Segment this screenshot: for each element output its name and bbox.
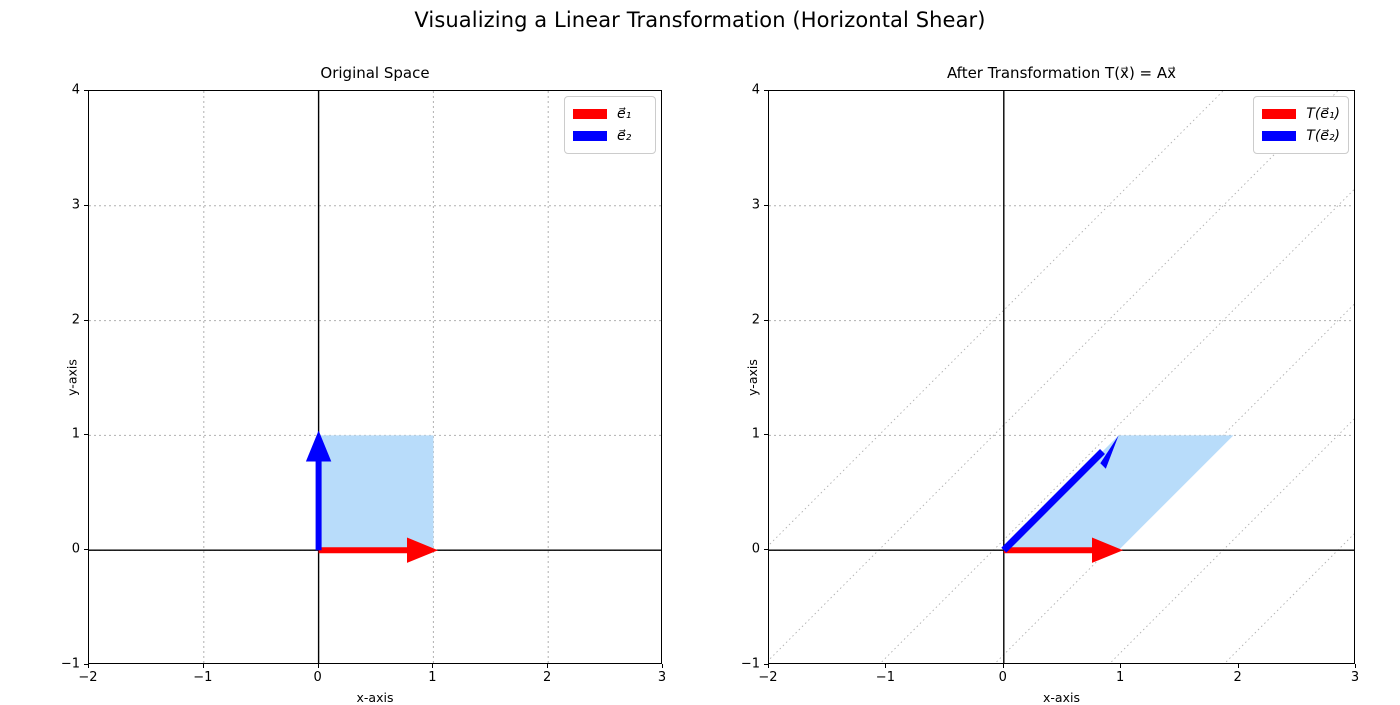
ytickmark	[764, 204, 768, 206]
xtickmark	[1002, 664, 1004, 668]
xtickmark	[885, 664, 887, 668]
ytick-label: 3	[71, 197, 80, 213]
ytickmark	[764, 549, 768, 551]
vector-e2	[305, 430, 332, 551]
xtickmark	[662, 664, 663, 668]
ytickmark	[764, 434, 768, 436]
xlabel-original: x-axis	[356, 690, 394, 705]
xtickmark	[317, 664, 319, 668]
ylabel-transformed: y-axis	[744, 359, 760, 396]
xtick-label: 2	[543, 670, 552, 685]
legend-original[interactable]: e⃗₁ e⃗₂	[564, 96, 656, 154]
xtickmark	[88, 664, 89, 668]
plot-area-original	[88, 90, 662, 664]
vector-T-e2	[1001, 435, 1119, 553]
xtick-label: −1	[193, 670, 213, 685]
xtickmark	[1355, 664, 1356, 668]
xtickmark	[547, 664, 549, 668]
xtick-label: 2	[1233, 670, 1242, 685]
legend-swatch-T-e2-icon	[1262, 131, 1297, 141]
ytickmark	[764, 90, 768, 91]
ytick-label: −1	[740, 656, 760, 672]
xtick-label: 3	[1350, 670, 1360, 685]
vector-T-e1	[1003, 537, 1123, 563]
origin-axes-transformed	[769, 91, 1354, 663]
legend-swatch-T-e1-icon	[1262, 109, 1297, 119]
panel-original-space: Original Space	[61, 64, 666, 705]
legend-item-e2[interactable]: e⃗₂	[573, 125, 647, 147]
legend-item-e1[interactable]: e⃗₁	[573, 103, 647, 125]
panel-transformed-space: After Transformation T(x⃗) = Ax⃗	[741, 64, 1359, 705]
transformed-parallelogram-fill	[1003, 435, 1234, 551]
vector-e1	[318, 537, 438, 563]
ylabel-original: y-axis	[64, 359, 80, 396]
ytick-label: 1	[71, 426, 80, 442]
ytickmark	[84, 664, 88, 665]
gridlines-sheared-transformed	[769, 91, 1354, 663]
ytickmark	[764, 319, 768, 321]
ytick-label: 4	[71, 82, 80, 98]
xtickmark	[432, 664, 434, 668]
unit-square-fill	[318, 435, 434, 551]
xlabel-transformed: x-axis	[1043, 690, 1080, 705]
legend-label-T-e2: T(e⃗₂)	[1306, 128, 1340, 144]
xtickmark	[202, 664, 204, 668]
xtickmark	[768, 664, 769, 668]
xtick-label: 1	[428, 670, 437, 685]
legend-item-T-e1[interactable]: T(e⃗₁)	[1262, 103, 1340, 125]
legend-label-e2: e⃗₂	[617, 128, 632, 144]
ytick-label: 3	[751, 197, 760, 213]
figure-suptitle: Visualizing a Linear Transformation (Hor…	[414, 8, 986, 32]
ytick-label: 2	[751, 312, 760, 328]
legend-label-T-e1: T(e⃗₁)	[1306, 106, 1340, 122]
legend-swatch-e2-icon	[573, 131, 607, 141]
ytickmark	[84, 549, 88, 551]
plot-area-transformed	[768, 90, 1355, 664]
plot-svg-transformed	[769, 91, 1354, 663]
xtick-label: 0	[998, 670, 1007, 685]
ytick-label: 4	[751, 82, 760, 98]
ytick-label: 1	[751, 426, 760, 442]
ytickmark	[84, 204, 88, 206]
xtick-label: 0	[313, 670, 322, 685]
xtick-label: −2	[78, 670, 98, 685]
ytickmark	[84, 90, 88, 91]
panel-title-transformed: After Transformation T(x⃗) = Ax⃗	[946, 64, 1177, 82]
panel-title-original: Original Space	[320, 64, 430, 82]
legend-transformed[interactable]: T(e⃗₁) T(e⃗₂)	[1253, 96, 1349, 154]
ytick-label: 0	[71, 541, 80, 557]
ytick-label: 2	[71, 312, 80, 328]
xtick-label: 3	[657, 670, 667, 685]
legend-item-T-e2[interactable]: T(e⃗₂)	[1262, 125, 1340, 147]
xtick-label: −2	[758, 670, 778, 685]
plot-svg-original	[89, 91, 661, 663]
xtickmark	[1120, 664, 1122, 668]
legend-label-e1: e⃗₁	[617, 106, 632, 122]
ytickmark	[84, 434, 88, 436]
ytick-label: −1	[60, 656, 80, 672]
xtickmark	[1237, 664, 1239, 668]
xtick-label: 1	[1116, 670, 1125, 685]
ytickmark	[84, 319, 88, 321]
ytick-label: 0	[751, 541, 760, 557]
xtick-label: −1	[875, 670, 895, 685]
legend-swatch-e1-icon	[573, 109, 607, 119]
gridlines-original	[89, 91, 661, 663]
ytickmark	[764, 664, 768, 665]
origin-axes-original	[89, 91, 661, 663]
